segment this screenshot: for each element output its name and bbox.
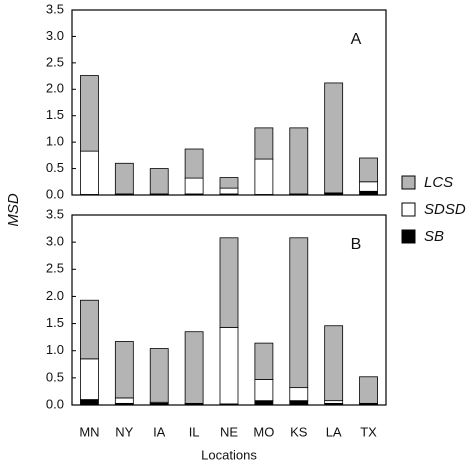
bar-segment: [254, 400, 274, 406]
x-tick-label: NY: [115, 424, 133, 439]
y-tick-label: 0.5: [46, 160, 64, 175]
y-axis-label: MSD: [5, 193, 22, 227]
x-tick-label: IA: [153, 424, 166, 439]
y-tick-label: 1.0: [46, 342, 64, 357]
x-tick-label: IL: [189, 424, 200, 439]
bar-segment: [80, 399, 99, 406]
bar-segment: [219, 187, 239, 195]
y-tick-label: 3.0: [46, 234, 64, 249]
bar-segment: [114, 341, 134, 399]
legend-swatch: [401, 175, 416, 190]
x-tick-label: LA: [326, 424, 342, 439]
bar-segment: [359, 376, 378, 404]
y-tick-label: 3.0: [46, 28, 64, 43]
y-tick-label: 2.5: [46, 261, 64, 276]
legend-swatch: [401, 229, 416, 244]
y-tick-label: 0.0: [46, 186, 64, 201]
bar-segment: [289, 387, 309, 402]
bar-segment: [254, 342, 274, 380]
legend-label: SDSD: [424, 201, 466, 218]
bar-segment: [324, 400, 344, 404]
bar-segment: [80, 358, 99, 400]
bar-segment: [149, 348, 169, 403]
y-tick-label: 3.5: [46, 206, 64, 221]
legend-label: LCS: [424, 174, 453, 191]
bar-segment: [219, 237, 239, 328]
x-tick-label: MN: [79, 424, 99, 439]
bar-segment: [219, 177, 239, 189]
y-tick-label: 0.0: [46, 396, 64, 411]
y-tick-label: 2.5: [46, 54, 64, 69]
legend-label: SB: [424, 228, 444, 245]
plot-frame: [71, 9, 387, 196]
bar-segment: [324, 325, 344, 402]
y-tick-label: 1.0: [46, 134, 64, 149]
legend-swatch: [401, 202, 416, 217]
bar-segment: [219, 326, 239, 405]
bar-segment: [289, 127, 309, 195]
y-tick-label: 3.5: [46, 1, 64, 16]
bar-segment: [80, 75, 99, 152]
bar-segment: [254, 379, 274, 402]
bar-segment: [289, 237, 309, 389]
bar-segment: [149, 168, 169, 195]
bar-segment: [184, 177, 204, 195]
bar-segment: [80, 150, 99, 195]
y-tick-label: 2.0: [46, 81, 64, 96]
bar-segment: [254, 158, 274, 195]
y-tick-label: 1.5: [46, 315, 64, 330]
bar-segment: [80, 299, 99, 360]
bar-segment: [324, 82, 344, 194]
bar-segment: [114, 397, 134, 404]
bar-segment: [359, 181, 378, 192]
x-tick-label: KS: [290, 424, 308, 439]
y-tick-label: 2.0: [46, 288, 64, 303]
panel-label: B: [351, 236, 362, 253]
bar-segment: [114, 162, 134, 195]
plot-frame: [71, 214, 387, 406]
x-axis-label: Locations: [201, 447, 257, 462]
bar-segment: [254, 127, 274, 160]
y-tick-label: 1.5: [46, 107, 64, 122]
x-tick-label: MO: [253, 424, 274, 439]
bar-segment: [359, 157, 378, 183]
bar-segment: [289, 400, 309, 406]
x-tick-label: TX: [360, 424, 377, 439]
bar-segment: [184, 331, 204, 404]
x-tick-label: NE: [220, 424, 238, 439]
bar-segment: [184, 148, 204, 179]
y-tick-label: 0.5: [46, 369, 64, 384]
panel-label: A: [351, 31, 362, 48]
